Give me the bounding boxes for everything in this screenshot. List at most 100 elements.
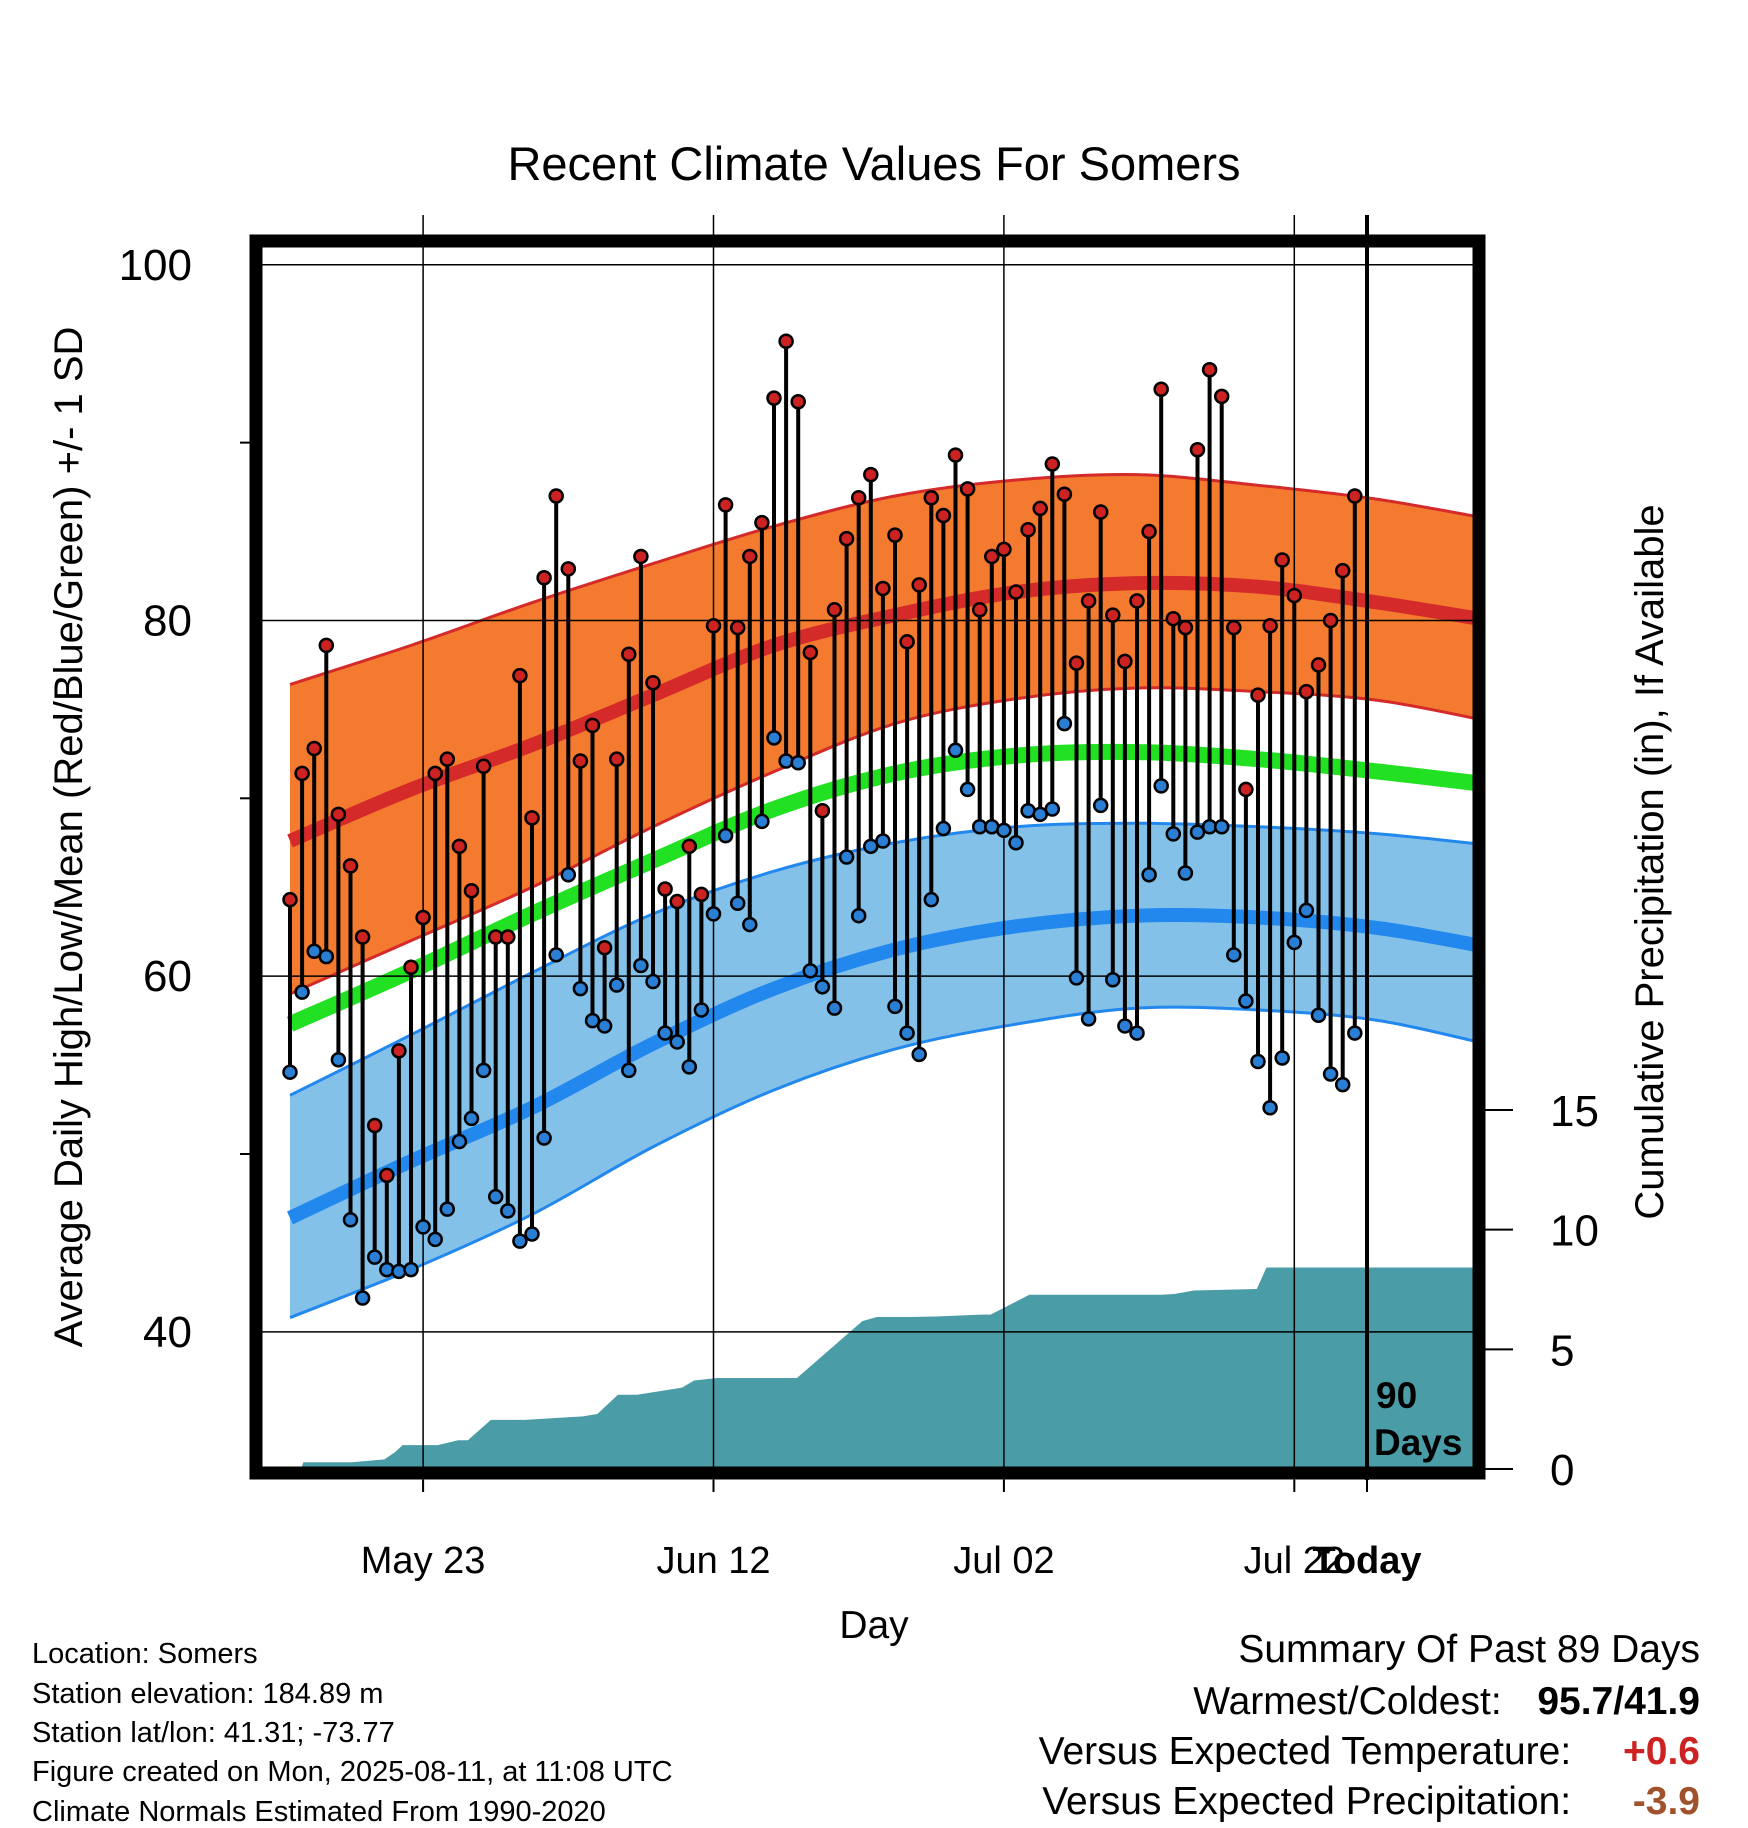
daily-low-point xyxy=(850,907,867,924)
daily-low-point xyxy=(318,948,335,965)
daily-high-point xyxy=(1008,584,1024,600)
daily-low-point xyxy=(923,891,940,908)
daily-high-point xyxy=(282,891,298,908)
y-tick-label: 60 xyxy=(143,952,192,1001)
daily-high-point xyxy=(838,530,855,547)
daily-high-point xyxy=(354,929,371,945)
daily-high-point xyxy=(1105,607,1121,623)
daily-low-point xyxy=(693,1002,710,1018)
daily-high-point xyxy=(1334,562,1351,579)
daily-low-point xyxy=(1044,801,1061,817)
daily-high-point xyxy=(778,333,794,350)
daily-high-point xyxy=(1117,653,1133,670)
daily-high-point xyxy=(572,753,589,769)
daily-low-point xyxy=(391,1263,407,1280)
daily-low-point xyxy=(548,947,564,963)
daily-low-point xyxy=(330,1051,347,1068)
x-tick-label: Today xyxy=(1312,1540,1421,1582)
daily-low-point xyxy=(1153,778,1169,794)
plot-area: 90 Days 40 60 80 100 0 5 10 15 May 23 Jun 12 Jul 02 J… xyxy=(119,215,1599,1582)
daily-low-point xyxy=(451,1133,468,1150)
daily-high-point xyxy=(1310,657,1327,673)
daily-high-point xyxy=(391,1043,407,1059)
daily-low-point xyxy=(403,1261,419,1278)
warm-cold-label: Warmest/Coldest: xyxy=(1193,1680,1502,1723)
window-label-days: Days xyxy=(1374,1422,1462,1463)
daily-low-point xyxy=(633,957,649,974)
x-tick-label: Jun 12 xyxy=(656,1540,770,1582)
daily-high-point xyxy=(1153,381,1169,398)
daily-high-point xyxy=(802,644,819,661)
daily-high-point xyxy=(633,548,649,565)
daily-low-point xyxy=(1068,970,1085,986)
daily-high-point xyxy=(306,740,322,757)
daily-high-point xyxy=(1032,500,1048,517)
precip-area xyxy=(301,1267,1473,1467)
daily-high-point xyxy=(1274,552,1290,568)
daily-high-point xyxy=(1286,587,1303,604)
daily-high-point xyxy=(1020,522,1036,538)
summary-warm-cold: Warmest/Coldest: 95.7/41.9 xyxy=(1193,1682,1700,1721)
daily-low-point xyxy=(572,980,589,997)
temp-label: Versus Expected Temperature: xyxy=(1038,1730,1572,1773)
daily-low-point xyxy=(1080,1011,1097,1027)
daily-low-point xyxy=(1105,971,1121,988)
daily-high-point xyxy=(705,618,722,634)
daily-low-point xyxy=(996,822,1012,839)
daily-high-point xyxy=(330,806,347,823)
daily-low-point xyxy=(1177,865,1194,881)
daily-low-point xyxy=(354,1290,371,1306)
daily-high-point xyxy=(742,548,758,565)
daily-high-point xyxy=(415,909,431,926)
y2-tick-label: 15 xyxy=(1550,1087,1599,1136)
x-tick-label: May 23 xyxy=(361,1540,486,1582)
daily-high-point xyxy=(1141,523,1157,540)
daily-low-point xyxy=(475,1062,492,1079)
daily-high-point xyxy=(729,619,746,636)
daily-high-point xyxy=(608,751,625,767)
y2-tick-label: 10 xyxy=(1550,1207,1599,1256)
daily-low-point xyxy=(826,1000,843,1016)
y-tick-label: 80 xyxy=(143,596,192,645)
daily-low-point xyxy=(838,849,855,865)
daily-high-point xyxy=(971,602,988,618)
precip-label: Versus Expected Precipitation: xyxy=(1042,1780,1572,1823)
daily-low-point xyxy=(282,1064,298,1080)
daily-low-point xyxy=(536,1130,552,1146)
daily-low-point xyxy=(645,973,661,990)
daily-high-point xyxy=(863,466,879,483)
daily-high-point xyxy=(681,838,698,855)
daily-high-point xyxy=(596,939,613,956)
daily-low-point xyxy=(439,1201,456,1217)
daily-high-point xyxy=(645,674,661,691)
temp-value: +0.6 xyxy=(1623,1730,1700,1773)
daily-low-point xyxy=(1286,934,1303,951)
daily-high-point xyxy=(1080,593,1097,609)
plot-frame xyxy=(249,234,1486,1480)
daily-high-point xyxy=(1189,441,1206,458)
daily-high-point xyxy=(1068,655,1085,671)
daily-high-point xyxy=(1177,619,1194,636)
daily-low-point xyxy=(1238,993,1254,1009)
daily-high-point xyxy=(959,481,976,497)
daily-high-point xyxy=(1298,683,1315,700)
window-label-number: 90 xyxy=(1376,1375,1417,1416)
daily-high-point xyxy=(512,667,528,684)
daily-high-point xyxy=(1129,593,1145,609)
daily-high-point xyxy=(996,541,1012,558)
daily-high-point xyxy=(524,810,540,826)
daily-high-point xyxy=(814,803,831,819)
daily-low-point xyxy=(524,1226,540,1242)
daily-low-point xyxy=(729,895,746,911)
daily-low-point xyxy=(500,1203,516,1219)
y-tick-label: 100 xyxy=(119,241,192,290)
daily-low-point xyxy=(875,833,891,849)
daily-low-point xyxy=(608,977,625,993)
chart-title: Recent Climate Values For Somers xyxy=(507,137,1240,190)
daily-high-point xyxy=(403,959,419,976)
daily-high-point xyxy=(669,893,685,910)
daily-low-point xyxy=(766,730,782,746)
daily-high-point xyxy=(439,751,456,767)
daily-low-point xyxy=(778,753,794,769)
